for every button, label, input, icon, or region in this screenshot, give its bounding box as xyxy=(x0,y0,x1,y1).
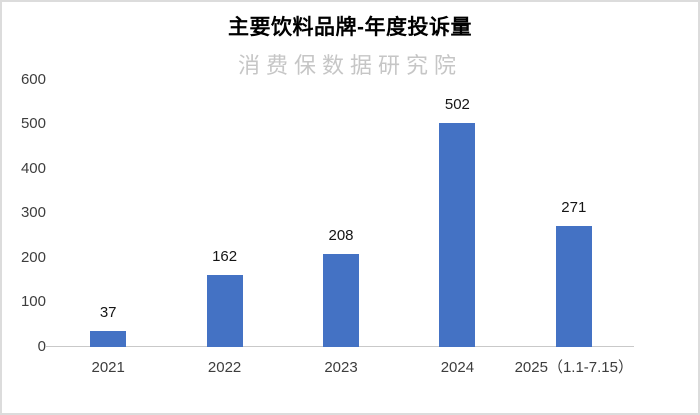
y-tick-label: 500 xyxy=(20,115,46,133)
y-tick-label: 400 xyxy=(20,159,46,177)
bar-value-label: 208 xyxy=(328,227,354,245)
y-tick-label: 100 xyxy=(20,293,46,311)
bar-value-label: 271 xyxy=(561,199,587,217)
x-tick-label: 2023 xyxy=(324,359,358,376)
bar-2024 xyxy=(439,123,476,347)
y-tick-label: 200 xyxy=(20,248,46,266)
bar-value-label: 37 xyxy=(99,303,117,321)
y-tick-label: 300 xyxy=(20,204,46,222)
bar-2022 xyxy=(206,274,243,347)
y-tick-label: 0 xyxy=(37,338,46,355)
bar-2021 xyxy=(90,330,127,347)
bar-value-label: 502 xyxy=(444,96,470,114)
chart-title: 主要饮料品牌-年度投诉量 xyxy=(228,16,472,39)
bar-value-label: 162 xyxy=(212,247,238,265)
bar-2025（1.1-7.15） xyxy=(555,226,592,347)
watermark-text: 消费保数据研究院 xyxy=(237,53,462,78)
x-tick-label: 2024 xyxy=(440,359,475,376)
x-tick-label: 2025（1.1-7.15） xyxy=(514,359,633,376)
x-tick-label: 2022 xyxy=(207,359,242,376)
y-tick-label: 600 xyxy=(20,70,46,88)
bar-2023 xyxy=(323,254,359,347)
x-tick-label: 2021 xyxy=(91,359,125,376)
